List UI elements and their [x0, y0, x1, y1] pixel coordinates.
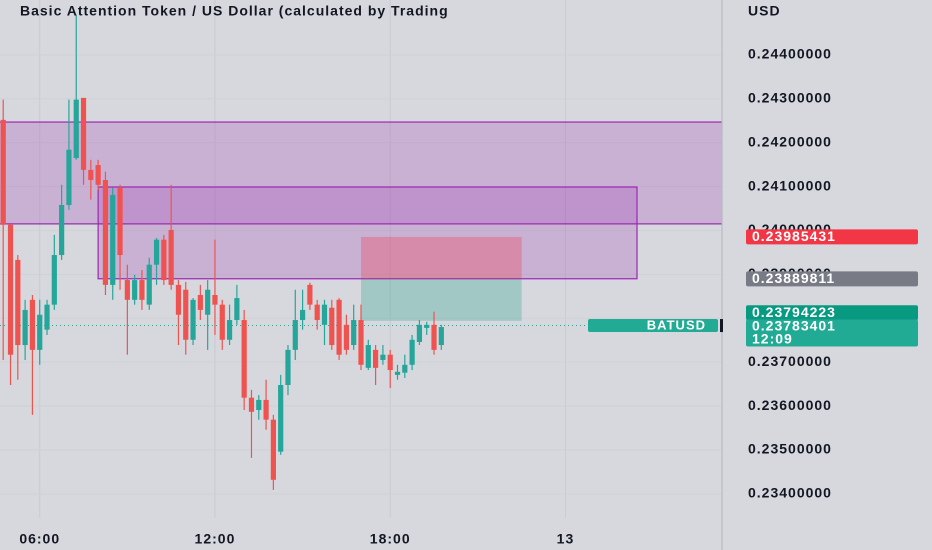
candle-body: [314, 304, 320, 321]
candle-body: [88, 169, 94, 180]
candle-body: [153, 239, 160, 265]
candle-body: [424, 324, 430, 328]
last-price-box: [746, 319, 918, 347]
candle-body: [7, 224, 14, 355]
candle-body: [117, 187, 123, 256]
candle-body: [161, 239, 167, 281]
plot-area: [0, 0, 722, 518]
candle-body: [343, 324, 349, 350]
y-tick-label: 0.24400000: [748, 46, 832, 62]
symbol-label: BATUSD: [647, 317, 706, 332]
candle-body: [256, 399, 262, 411]
candle-body: [22, 309, 28, 346]
candle-body: [307, 284, 313, 305]
candle-body: [212, 294, 218, 305]
symbol-box: [588, 319, 718, 333]
chart-title: Basic Attention Token / US Dollar (calcu…: [20, 3, 449, 19]
candle-body: [139, 280, 145, 300]
candle-body: [329, 307, 335, 346]
last-price-label: 0.23783401: [752, 317, 836, 333]
candle-body: [168, 230, 174, 285]
candle-body: [197, 294, 203, 310]
candle-body: [205, 289, 211, 315]
y-tick-label: 0.23400000: [748, 485, 832, 501]
candle-body: [336, 299, 342, 355]
x-tick-label: 13: [557, 531, 575, 547]
y-tick-label: 0.23700000: [748, 353, 832, 369]
candle-body: [351, 320, 357, 346]
entry-price-label-box: [746, 271, 918, 287]
x-tick-label: 18:00: [370, 531, 411, 547]
candle-body: [285, 349, 291, 385]
candle-body: [183, 289, 189, 340]
candle-body: [248, 397, 255, 412]
candle-body: [358, 320, 364, 365]
candle-body: [51, 255, 57, 305]
zone: [97, 186, 638, 280]
x-tick-label: 06:00: [19, 531, 60, 547]
candle-body: [263, 399, 269, 420]
candle-body: [278, 384, 284, 452]
y-tick-label: 0.23500000: [748, 441, 832, 457]
candle-body: [226, 320, 233, 340]
candle-body: [402, 364, 408, 373]
candle-body: [66, 149, 72, 206]
candle-body: [321, 304, 328, 325]
candle-body: [175, 284, 182, 315]
y-axis-label: USD: [748, 3, 781, 19]
candle-body: [44, 304, 50, 330]
candle-body: [416, 324, 423, 342]
stop-price-label: 0.23985431: [752, 228, 836, 244]
candle-body: [15, 259, 21, 346]
candle-body: [102, 179, 109, 285]
candle-body: [132, 280, 138, 300]
y-tick-label: 0.24200000: [748, 133, 832, 149]
stop-price-label-box: [746, 229, 918, 245]
x-tick-label: 12:00: [195, 531, 236, 547]
candle-body: [373, 349, 379, 368]
countdown-label: 12:09: [752, 330, 793, 346]
candle-body: [59, 205, 65, 256]
candle-body: [95, 165, 101, 185]
candle-body: [110, 194, 116, 285]
candle-body: [299, 309, 306, 321]
candle-body: [394, 371, 401, 375]
target-price-label-box: [746, 305, 918, 321]
candle-body: [73, 99, 79, 159]
candle-body: [409, 339, 415, 365]
entry-price-label: 0.23889811: [752, 270, 835, 286]
candle-body: [365, 345, 371, 368]
y-tick-label: 0.24100000: [748, 177, 832, 193]
target-price-label: 0.23794223: [752, 304, 836, 320]
y-tick-label: 0.24300000: [748, 89, 832, 105]
candle-body: [387, 354, 393, 371]
candle-body: [270, 419, 276, 480]
candle-body: [292, 320, 298, 350]
candle-body: [124, 280, 130, 300]
stop-zone: [361, 236, 522, 279]
candle-body: [37, 314, 43, 350]
candle-body: [438, 327, 444, 346]
y-tick-label: 0.23600000: [748, 397, 832, 413]
candle-body: [431, 324, 437, 350]
candle-body: [241, 320, 247, 398]
target-zone: [361, 278, 522, 321]
candle-body: [29, 299, 36, 350]
candle-body: [190, 299, 196, 340]
candle-body: [146, 264, 152, 305]
candle-body: [0, 119, 6, 225]
candle-body: [234, 298, 240, 321]
candle-body: [80, 97, 87, 170]
candle-body: [380, 354, 386, 360]
candle-body: [219, 304, 225, 340]
symbol-marker: [720, 319, 723, 333]
